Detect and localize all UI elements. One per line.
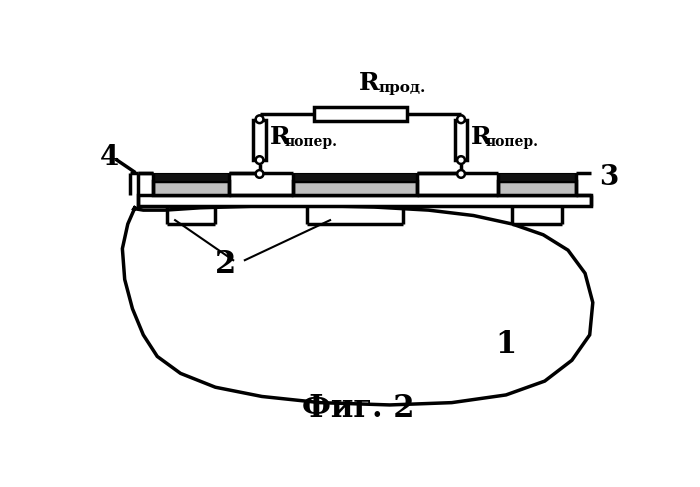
Circle shape xyxy=(256,115,263,123)
Bar xyxy=(314,107,407,121)
Text: прод.: прод. xyxy=(378,81,426,95)
Polygon shape xyxy=(122,206,593,405)
Circle shape xyxy=(457,115,465,123)
Circle shape xyxy=(256,170,263,178)
Text: Фиг. 2: Фиг. 2 xyxy=(302,393,415,424)
Text: попер.: попер. xyxy=(486,135,539,150)
Bar xyxy=(455,120,468,160)
Circle shape xyxy=(457,156,465,164)
Circle shape xyxy=(457,170,465,178)
Bar xyxy=(153,173,228,181)
Text: 3: 3 xyxy=(599,164,618,190)
Text: попер.: попер. xyxy=(284,135,337,150)
Text: R: R xyxy=(270,125,290,149)
Text: R: R xyxy=(471,125,492,149)
Text: R: R xyxy=(358,71,379,95)
Bar xyxy=(138,195,591,206)
Bar xyxy=(498,173,575,181)
Text: 4: 4 xyxy=(99,144,119,171)
Bar xyxy=(498,181,575,195)
Text: 1: 1 xyxy=(496,329,517,360)
Text: 2: 2 xyxy=(215,248,236,280)
Bar xyxy=(293,181,417,195)
Circle shape xyxy=(256,156,263,164)
Bar xyxy=(253,120,266,160)
Bar xyxy=(293,173,417,181)
Bar xyxy=(153,181,228,195)
